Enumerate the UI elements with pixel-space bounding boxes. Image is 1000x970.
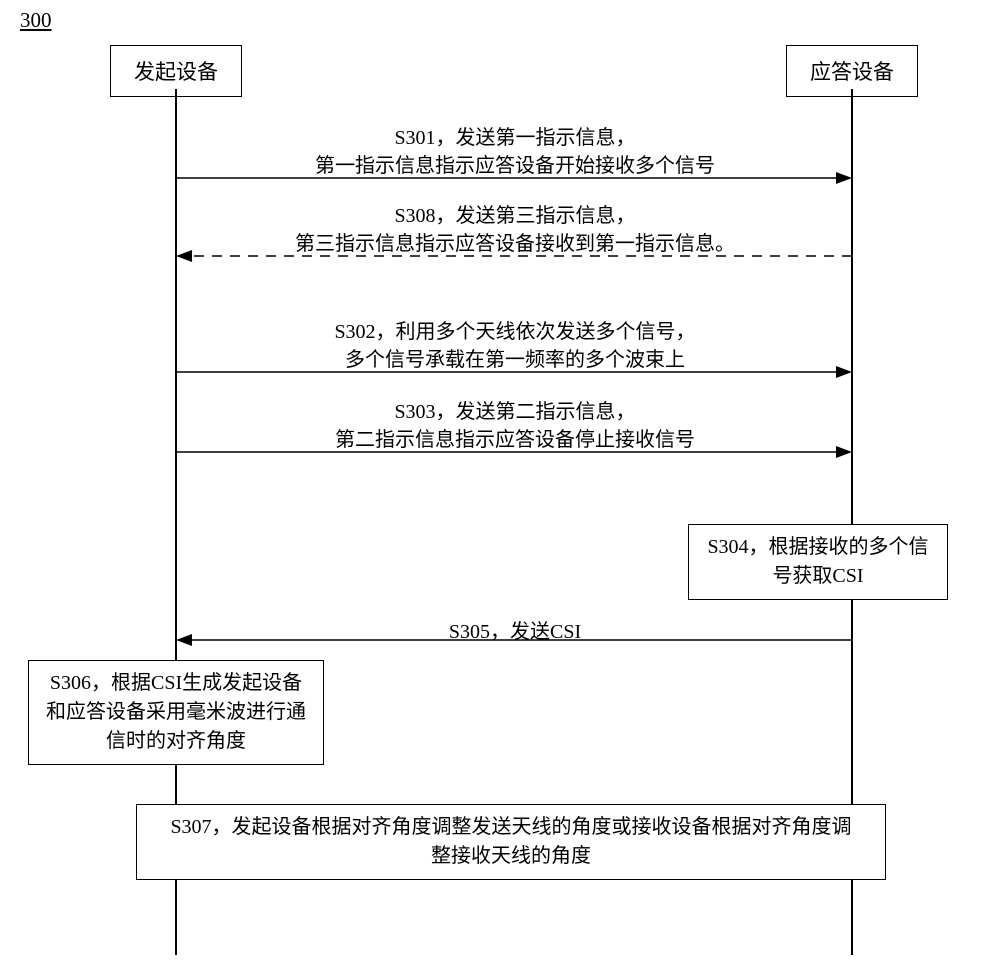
step-s306-line2: 和应答设备采用毫米波进行通 bbox=[46, 701, 306, 723]
msg-s305-line1: S305，发送CSI bbox=[449, 621, 581, 643]
step-s307-line2: 整接收天线的角度 bbox=[431, 845, 591, 867]
step-s307: S307，发起设备根据对齐角度调整发送天线的角度或接收设备根据对齐角度调 整接收… bbox=[136, 804, 886, 880]
msg-s305-label: S305，发送CSI bbox=[420, 618, 610, 646]
step-s304-line2: 号获取CSI bbox=[772, 565, 863, 587]
step-s307-line1: S307，发起设备根据对齐角度调整发送天线的角度或接收设备根据对齐角度调 bbox=[170, 816, 851, 838]
step-s304: S304，根据接收的多个信 号获取CSI bbox=[688, 524, 948, 600]
msg-s302-label: S302，利用多个天线依次发送多个信号， 多个信号承载在第一频率的多个波束上 bbox=[280, 318, 750, 374]
msg-s302-line1: S302，利用多个天线依次发送多个信号， bbox=[334, 321, 695, 343]
msg-s301-line2: 第一指示信息指示应答设备开始接收多个信号 bbox=[315, 155, 715, 177]
participant-responder-label: 应答设备 bbox=[810, 60, 894, 84]
msg-s302-line2: 多个信号承载在第一频率的多个波束上 bbox=[345, 349, 685, 371]
step-s306: S306，根据CSI生成发起设备 和应答设备采用毫米波进行通 信时的对齐角度 bbox=[28, 660, 324, 765]
msg-s308-line2: 第三指示信息指示应答设备接收到第一指示信息。 bbox=[295, 233, 735, 255]
participant-initiator-label: 发起设备 bbox=[134, 60, 218, 84]
msg-s308-line1: S308，发送第三指示信息， bbox=[394, 205, 635, 227]
figure-number: 300 bbox=[20, 8, 52, 33]
msg-s303-line1: S303，发送第二指示信息， bbox=[394, 401, 635, 423]
msg-s301-label: S301，发送第一指示信息， 第一指示信息指示应答设备开始接收多个信号 bbox=[260, 124, 770, 180]
msg-s301-line1: S301，发送第一指示信息， bbox=[394, 127, 635, 149]
sequence-diagram: 300 发起设备 应答设备 S301，发送第一指示信息， 第一指示信息指示应答设… bbox=[0, 0, 1000, 970]
step-s306-line3: 信时的对齐角度 bbox=[106, 730, 246, 752]
msg-s308-label: S308，发送第三指示信息， 第三指示信息指示应答设备接收到第一指示信息。 bbox=[250, 202, 780, 258]
msg-s303-label: S303，发送第二指示信息， 第二指示信息指示应答设备停止接收信号 bbox=[280, 398, 750, 454]
msg-s303-line2: 第二指示信息指示应答设备停止接收信号 bbox=[335, 429, 695, 451]
step-s306-line1: S306，根据CSI生成发起设备 bbox=[50, 672, 302, 694]
step-s304-line1: S304，根据接收的多个信 bbox=[707, 536, 928, 558]
